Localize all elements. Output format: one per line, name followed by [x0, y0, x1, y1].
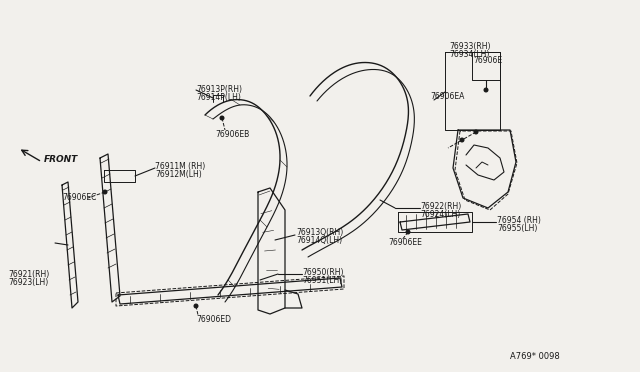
Circle shape: [220, 116, 224, 120]
Text: 76914P(LH): 76914P(LH): [196, 93, 241, 102]
Text: FRONT: FRONT: [44, 155, 78, 164]
Text: 76906E: 76906E: [473, 56, 502, 65]
Text: 76954 (RH): 76954 (RH): [497, 216, 541, 225]
Text: 76951(LH): 76951(LH): [302, 276, 342, 285]
Text: 76913P(RH): 76913P(RH): [196, 85, 242, 94]
Text: 76906ED: 76906ED: [196, 315, 231, 324]
Text: 76950(RH): 76950(RH): [302, 268, 344, 277]
Text: 76914Q(LH): 76914Q(LH): [296, 236, 342, 245]
Text: 76923(LH): 76923(LH): [8, 278, 48, 287]
Circle shape: [194, 304, 198, 308]
Text: 76924(LH): 76924(LH): [420, 210, 460, 219]
Text: 76921(RH): 76921(RH): [8, 270, 49, 279]
Circle shape: [103, 190, 107, 194]
Text: 76906EA: 76906EA: [430, 92, 465, 101]
Text: 76922(RH): 76922(RH): [420, 202, 461, 211]
Text: 76911M (RH): 76911M (RH): [155, 162, 205, 171]
Circle shape: [460, 138, 464, 142]
Text: 76906EC: 76906EC: [62, 193, 97, 202]
Text: 76906EB: 76906EB: [215, 130, 249, 139]
Circle shape: [484, 88, 488, 92]
Text: 76906EE: 76906EE: [388, 238, 422, 247]
Circle shape: [474, 130, 478, 134]
Text: 76913Q(RH): 76913Q(RH): [296, 228, 343, 237]
Text: 76912M(LH): 76912M(LH): [155, 170, 202, 179]
Text: A769* 0098: A769* 0098: [510, 352, 560, 361]
Text: 76933(RH): 76933(RH): [449, 42, 490, 51]
Text: 76934(LH): 76934(LH): [449, 50, 490, 59]
Text: 76955(LH): 76955(LH): [497, 224, 538, 233]
Circle shape: [406, 230, 410, 234]
